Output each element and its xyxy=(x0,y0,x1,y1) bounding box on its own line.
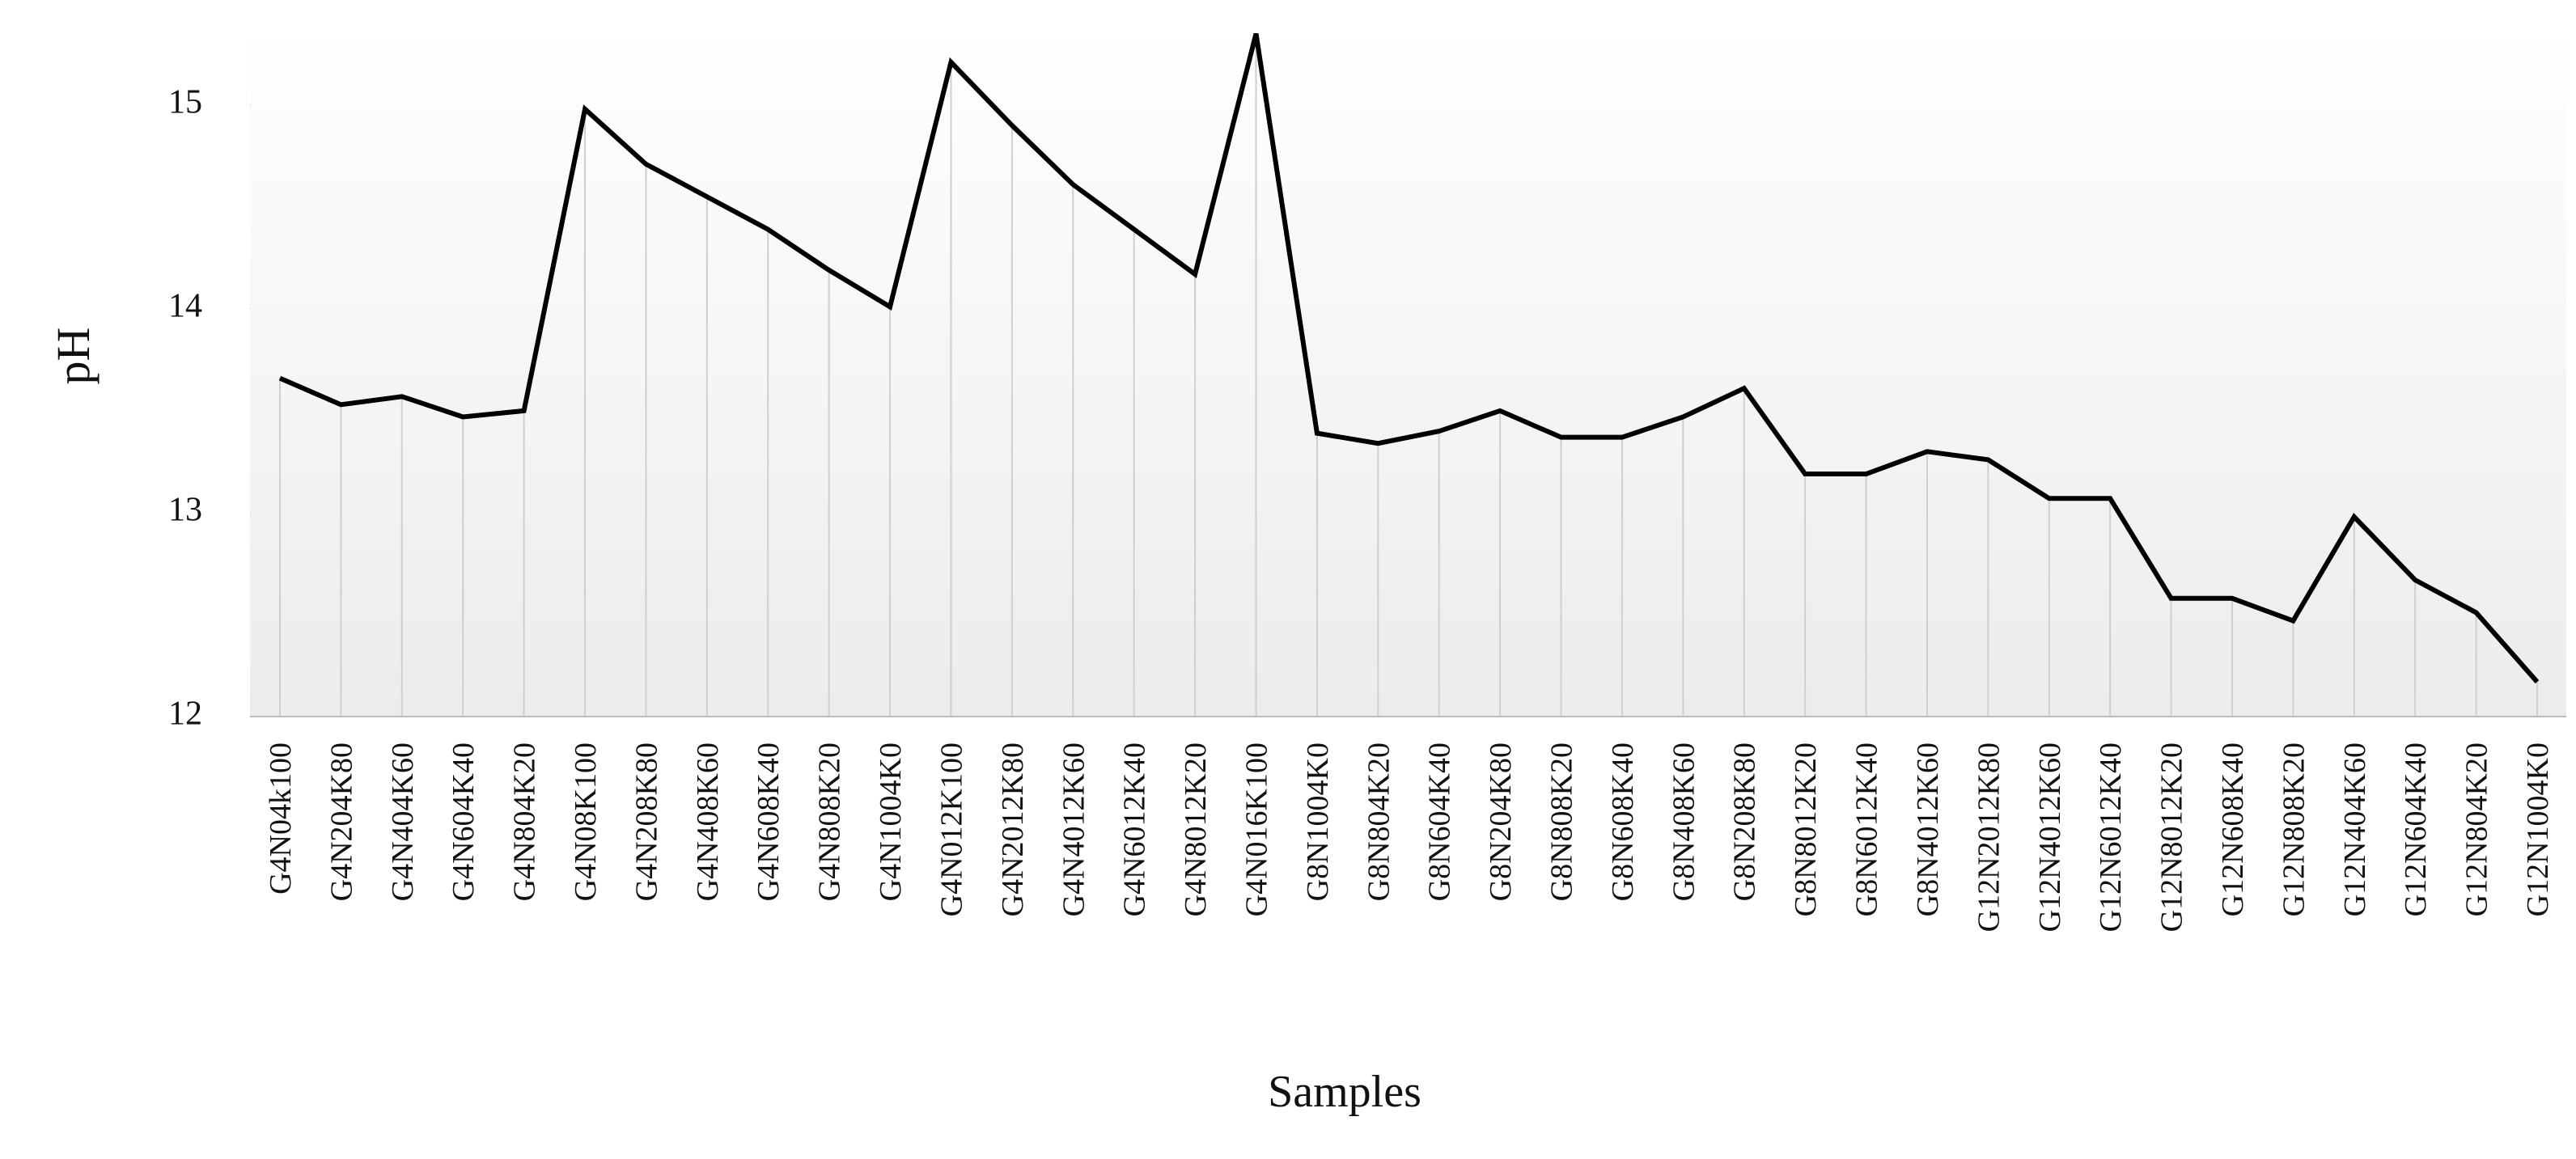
x-tick-label: G4N608K40 xyxy=(752,742,786,901)
x-tick-label: G12N808K20 xyxy=(2277,742,2311,916)
x-tick-label: G8N804K20 xyxy=(1362,742,1396,901)
x-tick-label: G4N012K100 xyxy=(934,742,968,916)
data-line xyxy=(278,32,2540,684)
x-tick-label: G8N1004K0 xyxy=(1301,742,1335,901)
x-tick-label: G4N204K80 xyxy=(324,742,358,901)
x-tick-label: G4N808K20 xyxy=(813,742,847,901)
x-tick-label: G12N604K40 xyxy=(2399,742,2433,916)
x-axis-title: Samples xyxy=(1268,1067,1421,1117)
x-tick-label: G4N08K100 xyxy=(569,742,603,901)
x-tick-label: G8N604K40 xyxy=(1423,742,1457,901)
y-tick-label: 15 xyxy=(168,83,202,121)
x-tick-label: G4N604K40 xyxy=(447,742,481,901)
x-tick-label: G4N4012K60 xyxy=(1057,742,1091,916)
x-tick-label: G4N016K100 xyxy=(1239,742,1273,916)
x-tick-label: G8N6012K40 xyxy=(1850,742,1884,916)
x-tick-label: G4N8012K20 xyxy=(1179,742,1213,916)
x-tick-label: G4N2012K80 xyxy=(996,742,1030,916)
x-tick-label: G12N1004K0 xyxy=(2521,742,2555,916)
x-tick-label: G8N608K40 xyxy=(1606,742,1640,901)
x-tick-label: G4N1004K0 xyxy=(874,742,908,901)
x-tick-label: G12N2012K80 xyxy=(1972,742,2006,932)
x-tick-label: G12N6012K40 xyxy=(2094,742,2128,932)
x-tick-label: G8N4012K60 xyxy=(1911,742,1945,916)
x-tick-label: G4N04k100 xyxy=(264,742,298,895)
x-tick-label: G12N8012K20 xyxy=(2155,742,2189,932)
x-tick-label: G4N804K20 xyxy=(508,742,542,901)
x-tick-label: G12N4012K60 xyxy=(2033,742,2067,932)
y-axis-title: pH xyxy=(47,328,100,385)
y-tick-label: 12 xyxy=(168,696,202,733)
x-tick-label: G8N204K80 xyxy=(1484,742,1518,901)
y-tick-label: 14 xyxy=(168,288,202,325)
x-tick-label: G8N8012K20 xyxy=(1789,742,1823,916)
x-tick-label: G12N804K20 xyxy=(2460,742,2494,916)
plot-area xyxy=(250,23,2566,717)
x-tick-label: G8N208K80 xyxy=(1728,742,1762,901)
x-tick-label: G4N6012K40 xyxy=(1118,742,1152,916)
x-tick-label: G4N408K60 xyxy=(691,742,725,901)
x-tick-label: G8N808K20 xyxy=(1545,742,1579,901)
y-tick-label: 13 xyxy=(168,492,202,529)
x-tick-label: G4N208K80 xyxy=(629,742,663,901)
x-tick-label: G12N608K40 xyxy=(2216,742,2250,916)
x-tick-label: G8N408K60 xyxy=(1667,742,1701,901)
x-tick-label: G12N404K60 xyxy=(2338,742,2372,916)
x-tick-label: G4N404K60 xyxy=(386,742,420,901)
